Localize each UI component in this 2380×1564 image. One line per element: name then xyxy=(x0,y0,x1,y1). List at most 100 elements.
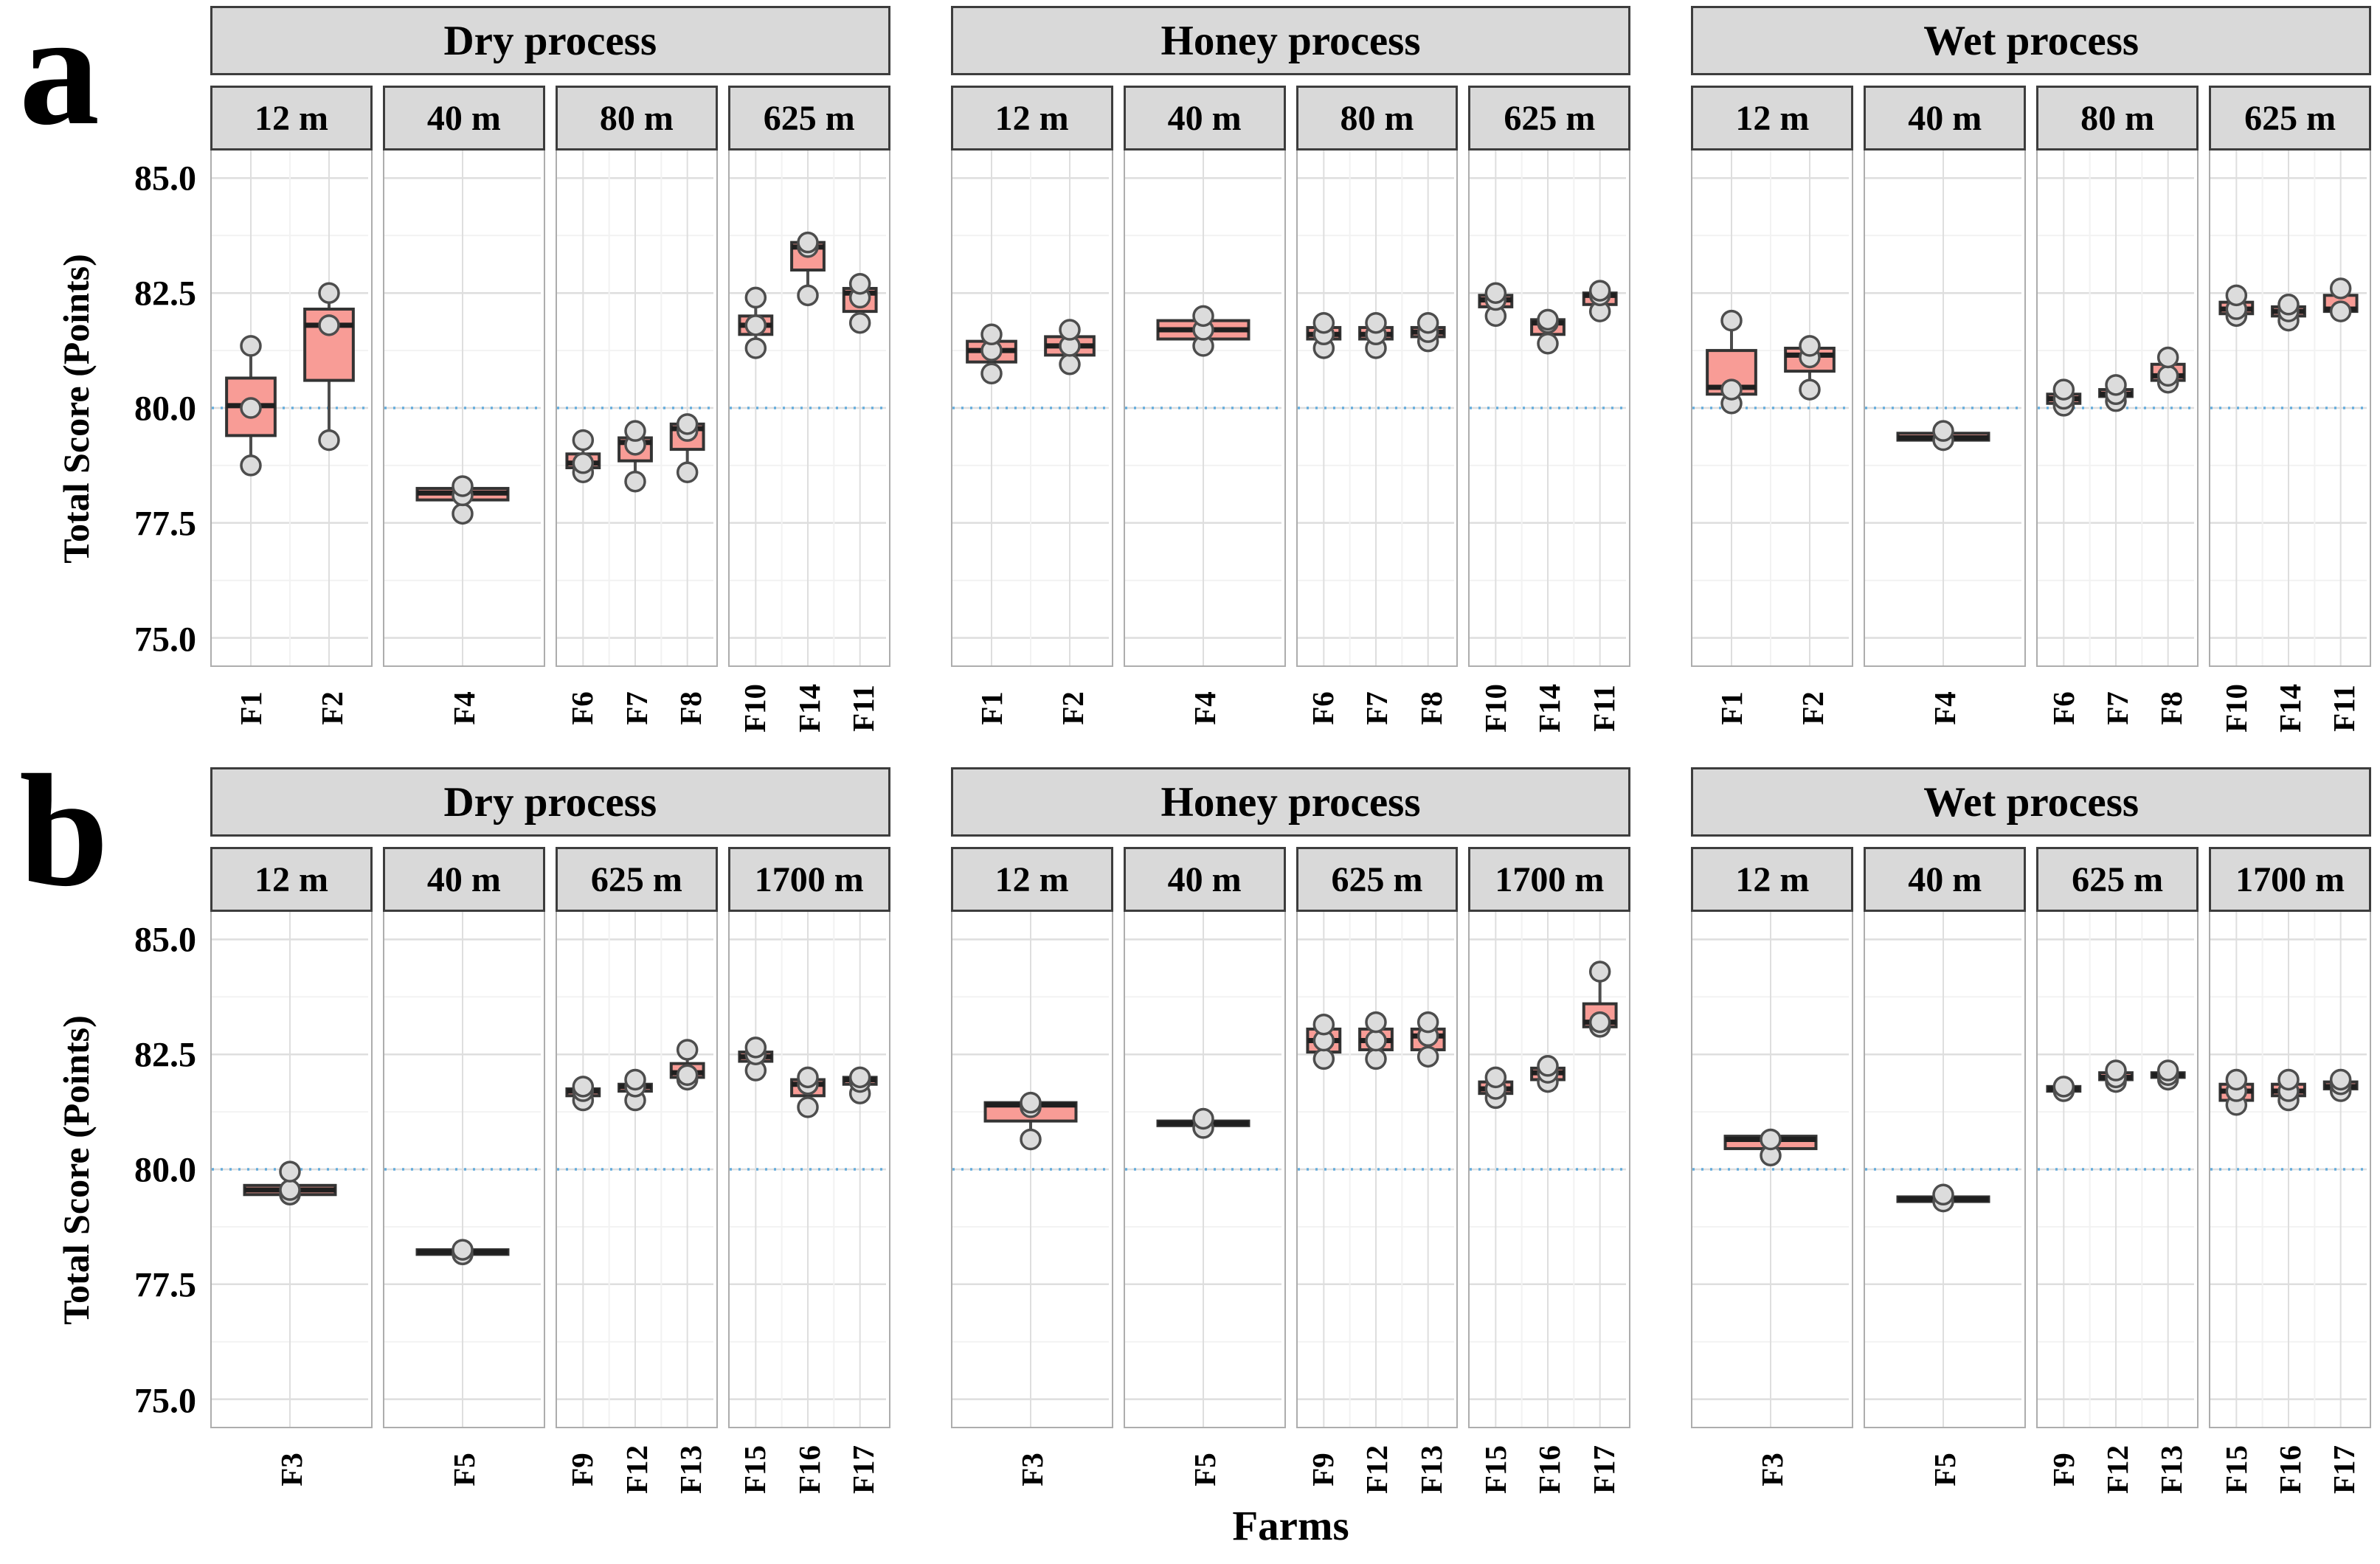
altitude-strip: 12 m xyxy=(1691,847,1854,912)
data-point xyxy=(624,1068,646,1091)
boxplot-canvas xyxy=(2038,912,2195,1427)
data-point xyxy=(318,429,340,451)
boxplot-canvas xyxy=(556,150,713,665)
altitude-strip: 40 m xyxy=(1864,86,2027,150)
box-F7 xyxy=(617,420,653,493)
farm-axis-labels: F4 xyxy=(1124,667,1286,747)
box-F13 xyxy=(669,1039,705,1091)
facet-40m: 40 m F4 xyxy=(1864,86,2027,747)
data-point xyxy=(2105,1059,2127,1082)
data-point xyxy=(1537,1055,1560,1077)
farm-label-F17: F17 xyxy=(2327,1444,2362,1495)
data-point xyxy=(1416,311,1439,334)
y-tick-label: 75.0 xyxy=(134,1381,196,1420)
farm-label-F2: F2 xyxy=(1796,691,1830,725)
facet-panel xyxy=(1123,912,1286,1428)
box-F1 xyxy=(225,335,277,477)
farm-label-F1: F1 xyxy=(1715,691,1749,725)
boxplot-canvas xyxy=(212,912,368,1427)
box-F4 xyxy=(415,475,510,525)
facet-panel xyxy=(1691,150,1854,667)
data-point xyxy=(676,461,699,483)
y-tick-label: 80.0 xyxy=(134,389,196,429)
facet-40m: 40 m F5 xyxy=(382,847,545,1508)
farm-axis-labels: F9 F12 F13 xyxy=(2036,1428,2199,1508)
farm-label-F17: F17 xyxy=(1586,1444,1621,1495)
box-F6 xyxy=(1305,311,1341,359)
data-point xyxy=(572,1076,594,1098)
farm-axis-labels: F1 F2 xyxy=(1691,667,1853,747)
farm-label-F3: F3 xyxy=(1014,1453,1049,1487)
farm-label-F8: F8 xyxy=(674,691,708,725)
box-F5 xyxy=(1156,1107,1250,1139)
farm-axis-labels: F15 F16 F17 xyxy=(1468,1428,1630,1508)
farm-label-F10: F10 xyxy=(1478,683,1513,733)
process-strip: Dry process xyxy=(210,6,890,75)
box-F4 xyxy=(1156,305,1250,357)
data-point xyxy=(1019,1091,1042,1114)
data-point xyxy=(797,1096,819,1118)
data-point xyxy=(980,362,1003,385)
data-point xyxy=(1485,1066,1507,1089)
data-point xyxy=(676,1039,699,1061)
farm-label-F14: F14 xyxy=(2273,683,2308,733)
altitude-strip: 625 m xyxy=(1468,86,1631,150)
farm-label-F2: F2 xyxy=(314,691,349,725)
box-F5 xyxy=(415,1239,510,1266)
altitude-strip: 625 m xyxy=(555,847,718,912)
facet-625m: 625 m F9 F12 F13 xyxy=(1295,847,1459,1508)
box-F2 xyxy=(1043,319,1096,376)
boxplot-canvas xyxy=(1297,912,1454,1427)
data-point xyxy=(980,323,1003,346)
facet-1700m: 1700 m F15 F16 F17 xyxy=(727,847,890,1508)
data-point xyxy=(2225,1068,2248,1091)
facet-625m: 625 m F10 F14 F11 xyxy=(1468,86,1631,747)
box-F14 xyxy=(2271,294,2307,332)
data-point xyxy=(572,429,594,451)
data-point xyxy=(452,502,474,525)
farm-label-F15: F15 xyxy=(1478,1444,1513,1495)
process-group-wet: Wet process 12 m F3 40 m F5 625 m F9 F12 F13 1700… xyxy=(1691,767,2372,1508)
boxplot-canvas xyxy=(1124,912,1281,1427)
box-F16 xyxy=(2271,1068,2307,1112)
farm-label-F6: F6 xyxy=(1306,691,1341,725)
data-point xyxy=(797,284,819,307)
data-point xyxy=(1589,1011,1611,1034)
facet-panel xyxy=(2209,150,2372,667)
data-point xyxy=(240,335,262,357)
data-point xyxy=(1364,1011,1387,1034)
farm-label-F6: F6 xyxy=(2046,691,2080,725)
boxplot-canvas xyxy=(729,912,886,1427)
row-content: Dry process 12 m F1 F2 40 m F4 80 m F6 F7 F8 625 m… xyxy=(210,6,2372,747)
data-point xyxy=(744,286,767,309)
farm-label-F15: F15 xyxy=(738,1444,772,1495)
farm-label-F16: F16 xyxy=(2273,1444,2308,1495)
data-point xyxy=(1019,1128,1042,1151)
data-point xyxy=(572,452,594,474)
box-F16 xyxy=(789,1066,826,1118)
boxplot-canvas xyxy=(2210,150,2367,665)
data-point xyxy=(797,231,819,254)
facet-1700m: 1700 m F15 F16 F17 xyxy=(1468,847,1631,1508)
farm-label-F16: F16 xyxy=(1532,1444,1567,1495)
data-point xyxy=(2157,346,2179,369)
data-point xyxy=(744,1037,767,1059)
data-point xyxy=(2330,1068,2352,1091)
facets: 12 m F3 40 m F5 625 m F9 F12 F13 1700 m F15 F16 F17 xyxy=(950,847,1631,1508)
data-point xyxy=(848,272,871,295)
box-F13 xyxy=(2150,1059,2186,1091)
data-point xyxy=(848,311,871,334)
facet-625m: 625 m F10 F14 F11 xyxy=(2209,86,2372,747)
farm-axis-labels: F3 xyxy=(1691,1428,1853,1508)
box-F7 xyxy=(1357,311,1394,359)
data-point xyxy=(624,420,646,442)
altitude-strip: 1700 m xyxy=(727,847,890,912)
farm-label-F11: F11 xyxy=(846,685,881,732)
data-point xyxy=(452,475,474,497)
farm-label-F13: F13 xyxy=(2154,1444,2189,1495)
farm-label-F3: F3 xyxy=(274,1453,308,1487)
data-point xyxy=(279,1179,301,1201)
data-point xyxy=(744,337,767,359)
altitude-strip: 625 m xyxy=(727,86,890,150)
altitude-strip: 80 m xyxy=(555,86,718,150)
